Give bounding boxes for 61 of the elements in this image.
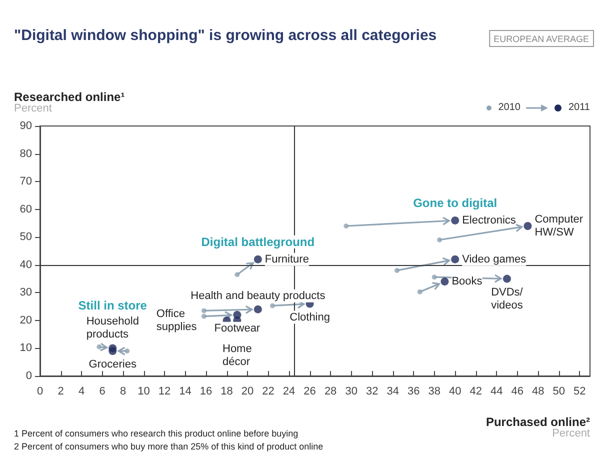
y-tick-label: 80 bbox=[20, 148, 32, 160]
annotation: Electronics bbox=[462, 214, 516, 226]
x-tick-label: 26 bbox=[304, 386, 316, 398]
annotation: Footwear bbox=[214, 322, 260, 334]
x-tick-label: 0 bbox=[36, 386, 44, 398]
y-tick-label: 0 bbox=[26, 370, 32, 382]
x-tick-label: 44 bbox=[490, 386, 503, 398]
y-tick-label: 70 bbox=[20, 176, 32, 188]
y-tick-label: 60 bbox=[20, 203, 32, 216]
x-tick-label: 10 bbox=[138, 386, 150, 398]
y-tick-label: 20 bbox=[20, 314, 32, 326]
annotation: Office supplies bbox=[156, 308, 198, 333]
x-tick-label: 20 bbox=[241, 386, 254, 398]
y-tick-label: 90 bbox=[20, 120, 32, 132]
x-tick-label: 14 bbox=[179, 386, 192, 398]
x-tick-label: 32 bbox=[366, 386, 378, 398]
x-tick-label: 36 bbox=[407, 386, 420, 398]
x-tick-label: 48 bbox=[532, 386, 544, 398]
x-tick-label: 52 bbox=[574, 386, 586, 398]
y-tick-label: 10 bbox=[20, 342, 32, 354]
x-tick-label: 40 bbox=[448, 386, 462, 398]
x-tick-label: 4 bbox=[78, 386, 85, 398]
y-tick-label: 30 bbox=[20, 286, 32, 299]
x-tick-label: 18 bbox=[220, 386, 233, 398]
annotation: Computer HW/SW bbox=[534, 214, 584, 238]
x-tick-label: 22 bbox=[262, 386, 274, 398]
x-tick-label: 50 bbox=[552, 386, 565, 398]
x-tick-label: 42 bbox=[470, 386, 482, 398]
annotation: Digital battleground bbox=[201, 234, 315, 249]
annotation: Clothing bbox=[290, 311, 330, 324]
y-axis-title: Researched online¹ Percent bbox=[14, 90, 125, 114]
x-tick-label: 38 bbox=[428, 386, 440, 398]
x-tick-label: 46 bbox=[511, 386, 524, 398]
annotation: Video games bbox=[462, 253, 527, 266]
legend-label: 2011 bbox=[568, 102, 590, 113]
text: 2 Percent of consumers who buy more than 25% of this kind of product online bbox=[14, 442, 324, 452]
annotation: Books bbox=[452, 276, 483, 288]
x-axis-title: Purchased online² Percent bbox=[486, 415, 590, 440]
x-tick-label: 34 bbox=[386, 386, 399, 398]
y-tick-label: 50 bbox=[20, 231, 32, 244]
x-tick-label: 8 bbox=[120, 386, 126, 398]
annotation: Groceries bbox=[88, 358, 137, 370]
annotation: Household products bbox=[86, 316, 139, 341]
chart-subtitle: EUROPEAN AVERAGE bbox=[494, 34, 590, 44]
chart-title: "Digital window shopping" is growing across all categories bbox=[14, 27, 437, 44]
annotation: Home décor bbox=[222, 342, 252, 368]
x-tick-label: 28 bbox=[324, 386, 337, 398]
annotation: Furniture bbox=[264, 253, 309, 266]
annotation: Still in store bbox=[78, 298, 148, 313]
text: 1 Percent of consumers who research this product online before buying bbox=[14, 428, 298, 438]
annotation: Gone to digital bbox=[413, 196, 498, 210]
annotation: DVDs/ videos bbox=[491, 286, 524, 312]
x-tick-label: 30 bbox=[345, 386, 358, 398]
x-tick-label: 16 bbox=[200, 386, 212, 398]
annotation: Health and beauty products bbox=[190, 290, 326, 302]
x-tick-label: 24 bbox=[282, 386, 296, 398]
x-tick-label: 2 bbox=[58, 386, 64, 398]
y-tick-label: 40 bbox=[20, 258, 32, 271]
x-tick-label: 12 bbox=[158, 386, 171, 398]
legend-label: 2010 bbox=[498, 102, 520, 113]
x-tick-label: 6 bbox=[99, 386, 106, 398]
